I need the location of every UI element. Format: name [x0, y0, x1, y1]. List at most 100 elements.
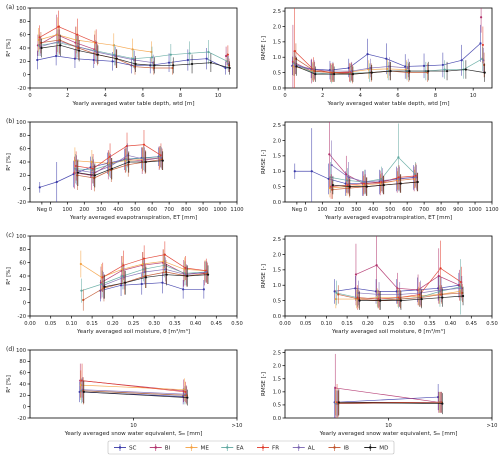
- series-bi: [334, 353, 440, 418]
- panel-letter: (c): [6, 232, 14, 239]
- x-tick-label: 100: [62, 207, 72, 213]
- data-point: [385, 57, 388, 60]
- data-point: [76, 171, 80, 174]
- y-tick-label: 2.5: [273, 123, 281, 129]
- data-point: [354, 273, 358, 276]
- x-tick-label: 600: [402, 207, 412, 213]
- data-point: [366, 53, 369, 56]
- x-tick-label: 200: [79, 207, 89, 213]
- x-tick-label: 0.45: [211, 321, 223, 327]
- x-tick-label: 2: [321, 93, 324, 99]
- data-point: [163, 253, 166, 256]
- plot-area: [78, 363, 189, 406]
- series-sc: [38, 147, 160, 202]
- x-tick-label: 0.00: [24, 321, 36, 327]
- x-tick-label: 1100: [485, 207, 498, 213]
- series-sc: [333, 384, 440, 418]
- series-line: [359, 295, 464, 301]
- series-line: [83, 391, 188, 398]
- data-point: [140, 282, 143, 286]
- data-point: [293, 49, 296, 53]
- data-point: [351, 73, 355, 76]
- data-point: [479, 16, 483, 19]
- x-tick-label: 0.35: [169, 321, 181, 327]
- legend-entry-bi: BI: [165, 446, 171, 452]
- data-point: [36, 58, 39, 62]
- y-tick-label: 2.0: [273, 138, 281, 144]
- y-tick-label: 2.0: [273, 24, 281, 30]
- y-tick-label: 2.5: [273, 9, 281, 15]
- data-point: [55, 180, 58, 184]
- x-tick-label: 1000: [213, 207, 226, 213]
- x-tick-label: 0.30: [403, 321, 415, 327]
- y-axis-label: RMSE [-]: [261, 150, 267, 174]
- x-tick-label: 0.20: [107, 321, 119, 327]
- data-point: [365, 185, 368, 188]
- series-line: [37, 34, 95, 50]
- legend-swatch-marker: [369, 446, 372, 449]
- series-bi: [354, 236, 461, 306]
- x-tick-label: 0.00: [279, 321, 291, 327]
- y-tick-label: 1.0: [273, 283, 281, 289]
- x-tick-label: 600: [147, 207, 157, 213]
- data-point: [93, 174, 96, 177]
- data-point: [379, 299, 382, 302]
- x-tick-label: 0.05: [45, 321, 57, 327]
- series-line: [104, 274, 209, 288]
- data-point: [348, 185, 351, 188]
- series-fr: [356, 240, 463, 310]
- x-tick-label: 10: [385, 423, 392, 429]
- data-point: [167, 61, 171, 64]
- plot-area: [293, 122, 419, 202]
- data-point: [82, 298, 85, 302]
- data-point: [427, 69, 430, 73]
- series-fr: [293, 8, 484, 88]
- series-line: [103, 268, 207, 286]
- x-tick-label: 0.25: [128, 321, 140, 327]
- x-tick-label: 0.40: [445, 321, 457, 327]
- x-tick-label: >10: [487, 423, 498, 429]
- data-point: [172, 64, 175, 67]
- data-point: [40, 46, 43, 50]
- series-ea: [74, 146, 162, 184]
- x-tick-label: 500: [130, 207, 140, 213]
- panel-letter: (d): [6, 346, 15, 353]
- data-point: [420, 297, 423, 301]
- data-point: [333, 73, 336, 76]
- data-point: [295, 65, 298, 68]
- data-point: [439, 267, 442, 270]
- data-point: [404, 65, 407, 68]
- series-sc: [36, 46, 227, 75]
- data-point: [82, 390, 85, 394]
- y-axis-label: R² [%]: [5, 267, 12, 285]
- y-tick-label: 0.5: [273, 403, 281, 409]
- y-tick-label: 100: [16, 234, 26, 240]
- data-point: [358, 299, 361, 302]
- data-point: [481, 43, 484, 47]
- data-point: [228, 66, 231, 70]
- series-md: [103, 264, 210, 299]
- x-tick-label: 1100: [230, 207, 243, 213]
- y-axis-label: R² [%]: [5, 39, 12, 57]
- data-point: [422, 64, 426, 67]
- series-ib: [294, 43, 486, 84]
- y-tick-label: 40: [19, 160, 26, 166]
- y-tick-label: -20: [18, 416, 26, 422]
- series-md: [82, 380, 189, 406]
- y-tick-label: 0.0: [273, 200, 281, 206]
- x-tick-label: 200: [334, 207, 344, 213]
- series-line: [75, 156, 161, 171]
- x-tick-label: 0.40: [190, 321, 202, 327]
- data-point: [224, 66, 227, 70]
- series-line: [334, 396, 439, 403]
- series-line: [77, 160, 163, 176]
- data-point: [397, 156, 400, 159]
- data-point: [182, 288, 185, 291]
- y-axis-label: R² [%]: [5, 375, 12, 393]
- y-tick-label: -20: [18, 200, 26, 206]
- data-point: [479, 42, 482, 45]
- data-point: [389, 69, 392, 73]
- series-line: [83, 390, 187, 396]
- data-point: [331, 183, 335, 187]
- data-point: [205, 57, 208, 60]
